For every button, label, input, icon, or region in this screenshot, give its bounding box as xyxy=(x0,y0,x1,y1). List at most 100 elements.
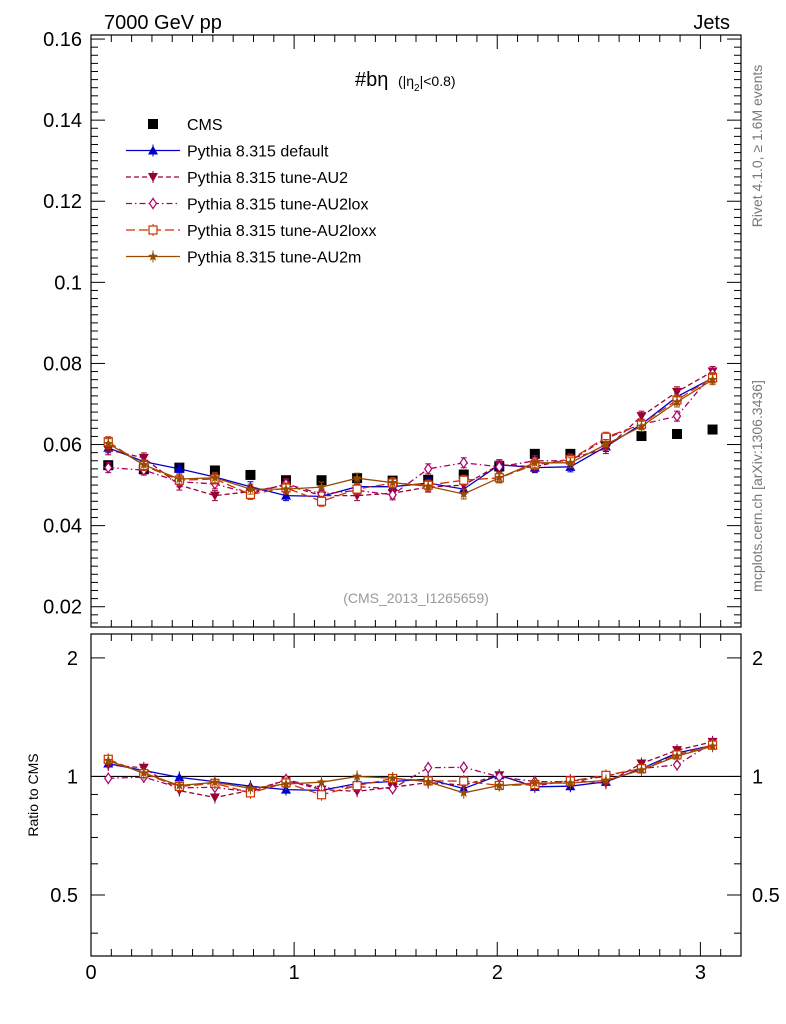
ratio-point-au2m xyxy=(387,772,398,783)
axes-layer: 0 1 2 3 0.02 0.04 0.06 0.08 0.1 0.12 0.14 0.16 0.5 0.… xyxy=(43,29,780,984)
ratio-tick-label-right: 0.5 xyxy=(752,885,780,907)
plot-title-main: #bη xyxy=(355,69,388,91)
legend-label: Pythia 8.315 default xyxy=(187,144,329,161)
legend-marker-au2m xyxy=(148,251,158,261)
ratio-plot-frame xyxy=(90,633,742,957)
header-left: 7000 GeV pp xyxy=(104,12,222,34)
ratio-point-default xyxy=(174,772,185,782)
data-point-cms xyxy=(209,465,220,476)
ratio-y-axis-label: Ratio to CMS xyxy=(25,753,41,836)
ratio-point-au2m xyxy=(316,777,327,787)
ratio-point-au2m xyxy=(672,750,682,761)
ratio-point-au2loxx xyxy=(459,776,469,786)
series-line-au2loxx xyxy=(107,377,713,502)
legend-marker-au2 xyxy=(148,173,158,182)
x-tick-label: 0 xyxy=(85,962,96,984)
data-point-au2loxx xyxy=(352,484,362,494)
ratio-tick-label-right: 2 xyxy=(752,648,763,670)
series-line-au2lox xyxy=(108,373,714,496)
ratio-point-au2m xyxy=(458,787,469,797)
y-tick-label: 0.06 xyxy=(43,435,82,457)
ratio-point-au2m xyxy=(210,777,220,787)
rivet-label: Rivet 4.1.0, ≥ 1.6M events xyxy=(749,65,765,228)
legend-item-cms: CMS xyxy=(148,117,223,134)
data-point-au2m xyxy=(494,472,505,482)
data-point-cms xyxy=(672,428,683,439)
data-point-au2m xyxy=(601,439,611,449)
ratio-point-au2lox xyxy=(459,761,468,774)
data-point-au2m xyxy=(352,473,362,483)
series-au2 xyxy=(103,366,718,502)
data-point-au2loxx xyxy=(459,475,469,485)
plot-title-index: 2 xyxy=(414,83,420,94)
data-point-default xyxy=(281,490,291,500)
legend-item-au2lox: Pythia 8.315 tune-AU2lox xyxy=(126,197,368,214)
data-point-au2m xyxy=(316,481,327,492)
legend-item-default: Pythia 8.315 default xyxy=(126,144,329,161)
ratio-point-au2 xyxy=(209,793,220,803)
ratio-tick-label: 0.5 xyxy=(50,885,78,907)
data-point-au2 xyxy=(636,412,647,422)
ratio-point-au2m xyxy=(601,775,611,785)
ratio-series-au2m xyxy=(103,740,718,799)
main-series-layer xyxy=(103,366,718,507)
y-tick-label: 0.12 xyxy=(43,191,82,213)
data-point-au2m xyxy=(281,483,291,494)
legend-item-au2: Pythia 8.315 tune-AU2 xyxy=(126,170,348,187)
data-point-cms xyxy=(245,469,256,480)
ratio-point-au2m xyxy=(529,777,540,788)
data-point-au2m xyxy=(387,477,398,487)
data-point-au2 xyxy=(103,445,114,455)
y-tick-label: 0.16 xyxy=(43,29,82,51)
x-tick-label: 1 xyxy=(289,962,300,984)
data-point-au2m xyxy=(210,472,220,482)
plot-title-sub-close: |<0.8) xyxy=(420,73,456,89)
y-tick-label: 0.14 xyxy=(43,110,82,132)
legend-label: CMS xyxy=(187,117,223,134)
series-line-au2 xyxy=(108,370,713,497)
ratio-line-au2loxx xyxy=(108,744,713,796)
legend: CMS Pythia 8.315 default Pythia 8.315 tune… xyxy=(126,117,376,267)
ratio-series-au2 xyxy=(103,735,718,804)
data-point-au2lox xyxy=(388,488,397,501)
ratio-point-au2m xyxy=(174,780,185,790)
legend-item-au2loxx: Pythia 8.315 tune-AU2loxx xyxy=(126,223,376,240)
ratio-line-au2lox xyxy=(108,742,713,793)
data-point-default xyxy=(174,463,185,473)
ratio-point-au2m xyxy=(707,741,718,751)
ratio-line-au2 xyxy=(108,741,713,799)
ratio-point-au2m xyxy=(352,771,362,781)
data-point-au2m xyxy=(138,459,149,469)
data-point-au2m xyxy=(672,396,682,407)
x-tick-label: 2 xyxy=(492,962,503,984)
legend-item-au2m: Pythia 8.315 tune-AU2m xyxy=(126,250,361,267)
data-point-au2m xyxy=(245,483,256,494)
ratio-point-au2lox xyxy=(388,782,397,795)
data-point-au2lox xyxy=(672,410,682,423)
data-point-au2m xyxy=(174,473,185,484)
data-point-au2 xyxy=(138,453,149,463)
ratio-series-layer xyxy=(103,735,718,804)
y-tick-label: 0.02 xyxy=(43,597,82,619)
data-point-au2lox xyxy=(104,461,113,474)
data-point-cms xyxy=(458,469,469,480)
ratio-line-au2m xyxy=(108,745,713,794)
data-point-au2m xyxy=(529,457,540,467)
data-point-cms xyxy=(636,431,647,442)
analysis-watermark: (CMS_2013_I1265659) xyxy=(343,590,489,606)
legend-marker-au2loxx xyxy=(148,225,158,235)
y-tick-label: 0.08 xyxy=(43,353,82,375)
ratio-series-default xyxy=(103,739,718,797)
mcplots-label: mcplots.cern.ch [arXiv:1306.3436] xyxy=(749,380,765,592)
y-tick-label: 0.1 xyxy=(54,272,82,294)
ratio-point-au2m xyxy=(103,755,114,765)
data-point-au2 xyxy=(209,491,220,501)
series-au2m xyxy=(103,374,718,500)
data-point-au2m xyxy=(565,457,576,467)
data-point-au2lox xyxy=(459,456,468,469)
ratio-point-au2m xyxy=(138,767,149,778)
ratio-point-au2loxx xyxy=(316,790,327,800)
plot-title-sub: (|η xyxy=(398,73,414,89)
data-point-cms xyxy=(707,424,718,435)
legend-label: Pythia 8.315 tune-AU2loxx xyxy=(187,223,376,240)
